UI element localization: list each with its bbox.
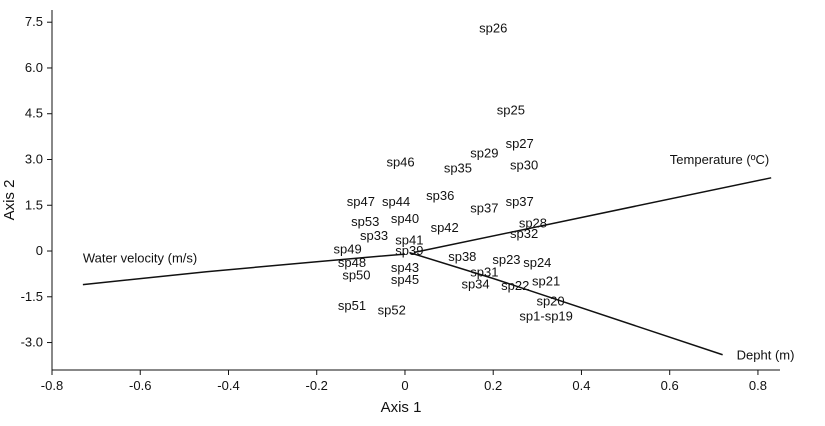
y-tick-label: 4.5 bbox=[25, 106, 43, 121]
y-tick-label: -3.0 bbox=[21, 335, 43, 350]
species-label: sp1-sp19 bbox=[519, 309, 572, 324]
species-label: sp34 bbox=[461, 277, 489, 292]
y-tick-label: -1.5 bbox=[21, 289, 43, 304]
x-tick-label: 0.6 bbox=[661, 378, 679, 393]
species-label: sp44 bbox=[382, 194, 410, 209]
species-label: sp26 bbox=[479, 20, 507, 35]
x-tick-label: -0.8 bbox=[41, 378, 63, 393]
species-label: sp53 bbox=[351, 214, 379, 229]
species-label: sp52 bbox=[378, 303, 406, 318]
y-ticks: 7.5 6.0 4.5 3.0 1.5 0 -1.5 -3.0 bbox=[21, 14, 52, 350]
species-label: sp50 bbox=[342, 267, 370, 282]
env-vector-line bbox=[409, 251, 723, 356]
species-label: sp30 bbox=[510, 158, 538, 173]
species-label: sp40 bbox=[391, 211, 419, 226]
species-labels: sp26 sp25 sp27 sp29 sp30 sp35 sp46 sp36 sp37 sp37… bbox=[334, 20, 573, 323]
env-vector-label: Depht (m) bbox=[737, 348, 795, 363]
species-label: sp27 bbox=[506, 136, 534, 151]
x-axis-title: Axis 1 bbox=[381, 399, 422, 416]
x-tick-label: 0.4 bbox=[572, 378, 590, 393]
species-label: sp29 bbox=[470, 145, 498, 160]
y-tick-label: 6.0 bbox=[25, 60, 43, 75]
x-tick-label: -0.4 bbox=[217, 378, 239, 393]
x-tick-label: 0 bbox=[401, 378, 408, 393]
species-label: sp20 bbox=[536, 293, 564, 308]
env-vector-line bbox=[82, 253, 406, 286]
x-tick-label: 0.8 bbox=[749, 378, 767, 393]
environmental-vectors: Temperature (ºC) Water velocity (m/s) Deph… bbox=[82, 152, 795, 363]
plot-area: 7.56.04.53.01.50-1.5-3.0 -0.8 -0.6 -0.4 -0.… bbox=[21, 10, 795, 393]
x-tick-label: -0.2 bbox=[306, 378, 328, 393]
y-tick-label: 0 bbox=[36, 243, 43, 258]
species-label: sp37 bbox=[470, 200, 498, 215]
species-label: sp41 bbox=[395, 232, 423, 247]
species-label: sp35 bbox=[444, 161, 472, 176]
x-tick-label: 0.2 bbox=[484, 378, 502, 393]
species-label: sp39 bbox=[395, 243, 423, 258]
species-label: sp25 bbox=[497, 103, 525, 118]
species-label: sp48 bbox=[338, 255, 366, 270]
env-vector-label: Water velocity (m/s) bbox=[83, 251, 197, 266]
species-label: sp37 bbox=[506, 194, 534, 209]
species-label: sp45 bbox=[391, 272, 419, 287]
species-label: sp21 bbox=[532, 274, 560, 289]
species-label: sp33 bbox=[360, 228, 388, 243]
species-label: sp31 bbox=[470, 264, 498, 279]
species-label: sp47 bbox=[347, 194, 375, 209]
species-label: sp51 bbox=[338, 298, 366, 313]
species-label: sp23 bbox=[492, 252, 520, 267]
species-label: sp36 bbox=[426, 188, 454, 203]
y-tick-label: 3.0 bbox=[25, 151, 43, 166]
species-label: sp49 bbox=[334, 241, 362, 256]
env-vector-line bbox=[413, 177, 772, 254]
x-tick-label: -0.6 bbox=[129, 378, 151, 393]
species-label: sp22 bbox=[501, 278, 529, 293]
species-label: sp24 bbox=[523, 255, 551, 270]
species-label: sp43 bbox=[391, 260, 419, 275]
env-vector-label: Temperature (ºC) bbox=[670, 152, 769, 167]
species-label: sp42 bbox=[431, 220, 459, 235]
y-tick-label: 1.5 bbox=[25, 197, 43, 212]
species-label: sp38 bbox=[448, 249, 476, 264]
species-label: sp46 bbox=[386, 155, 414, 170]
species-label: sp28 bbox=[519, 216, 547, 231]
y-tick-label: 7.5 bbox=[25, 14, 43, 29]
y-axis-title: Axis 2 bbox=[1, 180, 18, 221]
x-ticks: -0.8 -0.6 -0.4 -0.2 0 0.2 0.4 0.6 0.8 bbox=[41, 370, 767, 393]
species-label: sp32 bbox=[510, 226, 538, 241]
